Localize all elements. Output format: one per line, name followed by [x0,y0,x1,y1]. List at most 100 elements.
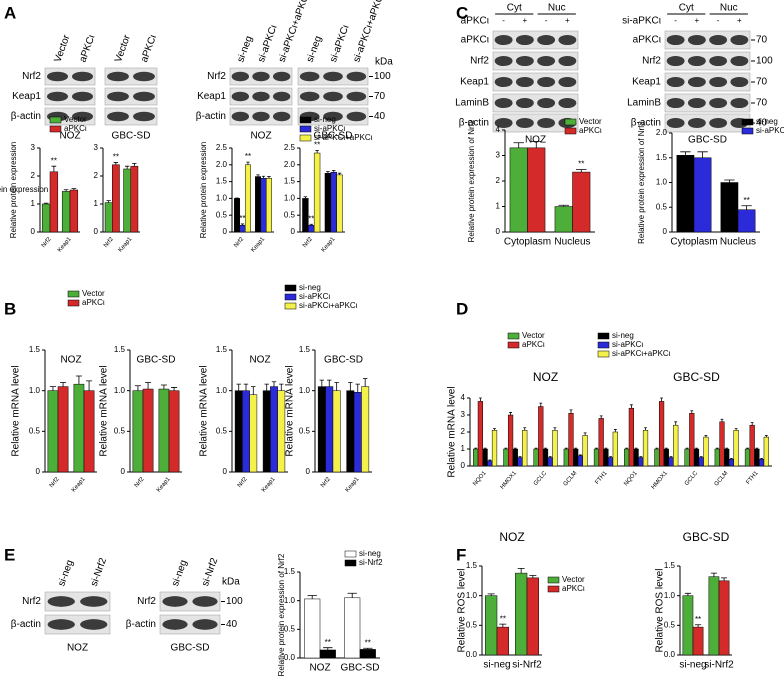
bar [663,448,669,467]
error-bar [697,151,708,158]
fraction-label: Nuc [720,3,738,14]
bar [692,626,704,656]
blot-band [687,117,706,129]
x-tick-label: FTH1 [745,470,760,486]
bar [359,649,376,659]
y-tick-label: 0 [121,467,126,476]
x-tick-label: Nrf2 [41,236,53,249]
marker-label: 70 [756,35,768,46]
bar [104,202,113,233]
bar [265,177,272,233]
bar [270,386,278,473]
legend-swatch [507,332,520,340]
error-bar [674,421,678,426]
blot-band [515,55,534,67]
blot-band [666,97,685,109]
lane-label: aPKCι [77,34,97,64]
bar [344,597,361,659]
legend-label: Vector [522,331,545,340]
error-bar [86,380,93,391]
error-bar [49,386,56,391]
bar [682,595,694,656]
error-bar [487,593,495,596]
lane-label: + [695,16,700,25]
cell-line-label: NOZ [525,135,546,146]
bar [346,390,355,473]
error-bar [63,189,69,192]
marker-label: 70 [374,91,386,102]
blot-strip [664,51,751,71]
y-tick-label: 2 [496,176,501,185]
blot-band [231,111,250,122]
bar [714,448,720,467]
lane-label: si-neg [305,35,325,64]
bar [517,457,523,467]
significance-label: ** [314,140,320,149]
error-bar [604,447,608,449]
x-tick-label: Keap1 [57,236,73,254]
error-bar [145,382,152,390]
error-bar [634,447,638,449]
y-tick-label: 1.0 [216,194,228,203]
bar [724,448,730,467]
significance-label: ** [308,214,314,223]
legend-swatch [564,127,577,135]
blot-band [537,34,556,46]
bar [324,172,332,233]
blot-band [107,71,129,82]
blot-band [47,71,68,82]
x-tick-label: Keap1 [118,236,134,254]
bar [547,457,553,467]
error-bar [664,447,668,449]
y-tick-label: 1.5 [216,177,228,186]
blot-band [687,97,706,109]
error-bar [548,456,552,458]
y-tick-label: 1.0 [299,386,311,395]
bar [624,448,630,467]
x-tick-label: GBC-SD [341,663,380,674]
error-bar [160,384,167,390]
error-bar [734,428,738,431]
legend-swatch [284,293,297,301]
legend-swatch [741,127,754,135]
row-label: Keap1 [460,77,489,88]
error-bar [729,457,733,460]
cell-line-label: GBC-SD [688,135,727,146]
blot-strip [492,51,579,71]
bar [728,458,735,467]
y-tick-label: 1 [461,444,466,453]
error-bar [710,572,717,577]
legend-swatch [284,284,297,292]
y-tick-label: 3 [461,410,466,419]
error-bar [279,383,284,391]
chart-title: NOZ [60,355,81,366]
lane-label: si-aPKCι+aPKCι [351,0,386,64]
legend-swatch [597,350,610,358]
blot-band [47,596,75,607]
blot-band [558,34,577,46]
y-axis-label: Relative protein expression of Nrf2 [277,553,286,676]
error-bar [363,647,373,650]
bar [673,424,679,467]
significance-label: ** [325,638,331,647]
cell-line-label: GBC-SD [112,131,151,142]
error-bar [264,383,269,391]
error-bar [746,447,749,449]
error-bar [564,447,568,449]
blot-band [133,71,155,82]
legend-swatch [344,559,357,567]
legend-label: si-neg [314,115,336,124]
blot-band [299,71,320,82]
x-tick-label: si-Nrf2 [512,660,542,671]
x-tick-label: Keap1 [261,476,277,494]
legend-label: aPKCι [82,298,105,307]
y-tick-label: 2.5 [216,143,228,152]
legend-swatch [299,134,312,142]
y-tick-label: 1.5 [216,345,228,354]
error-bar [741,205,752,210]
y-tick-label: 0.5 [284,624,296,633]
blot-band [558,55,577,67]
row-label: Nrf2 [22,71,41,82]
blot-band [272,91,291,102]
panel-letter: B [4,299,16,318]
